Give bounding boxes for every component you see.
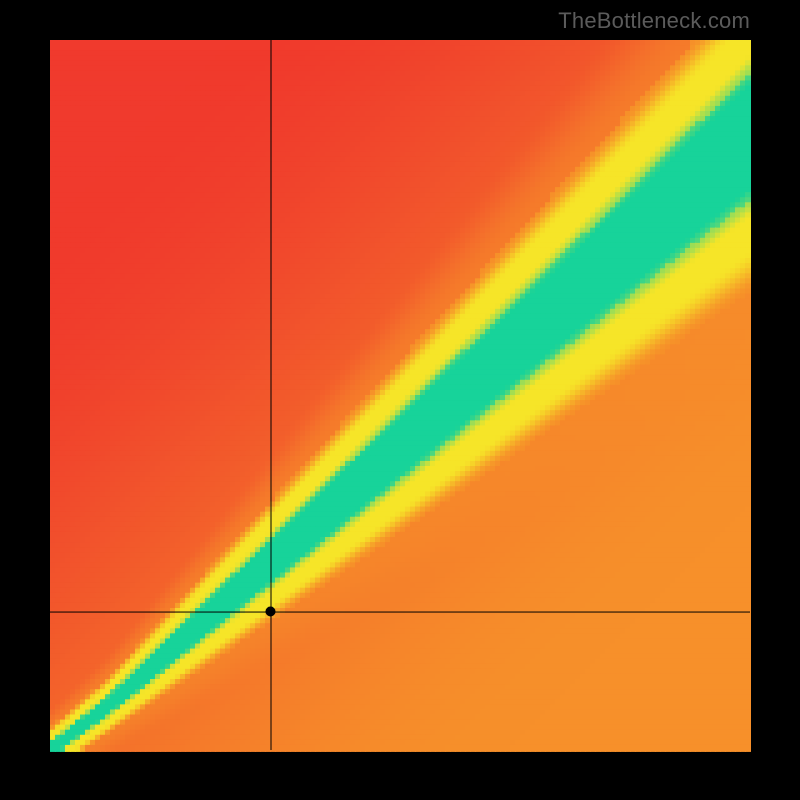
watermark-text: TheBottleneck.com: [558, 8, 750, 34]
bottleneck-heatmap: [0, 0, 800, 800]
